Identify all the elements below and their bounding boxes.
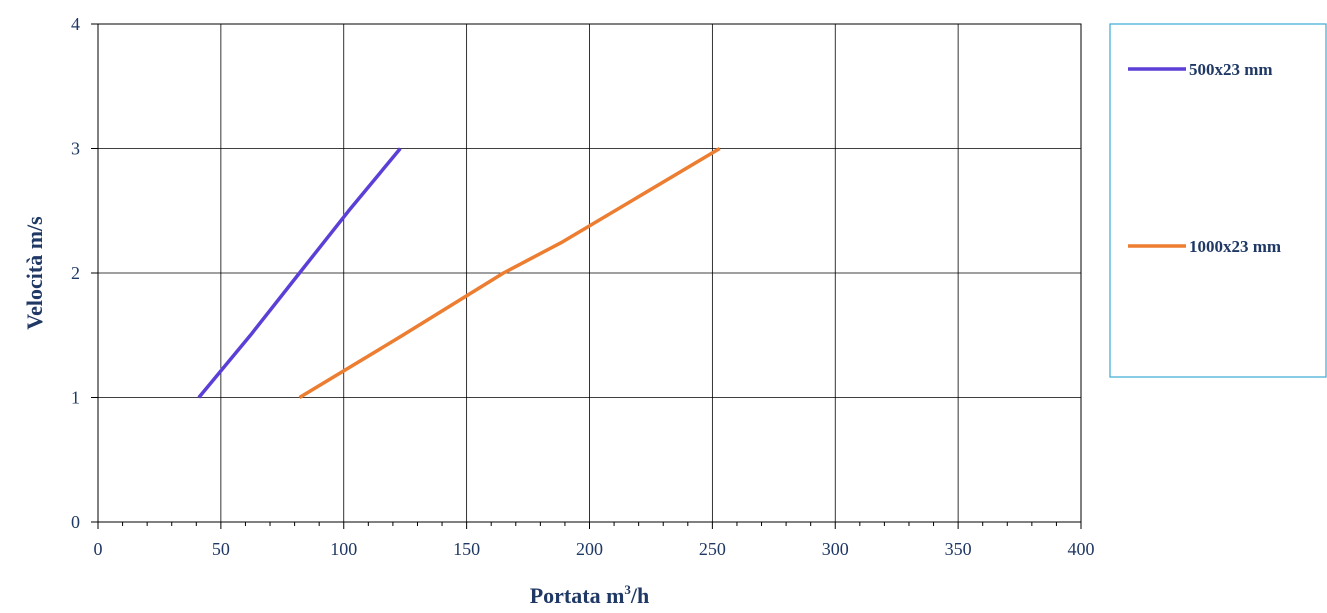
x-tick-label: 250 <box>699 539 726 559</box>
y-tick-label: 2 <box>71 263 80 283</box>
y-tick-label: 0 <box>71 512 80 532</box>
legend-label-1: 500x23 mm <box>1189 60 1273 79</box>
x-tick-label: 400 <box>1068 539 1095 559</box>
x-tick-label: 50 <box>212 539 230 559</box>
x-tick-label: 350 <box>945 539 972 559</box>
axes: 0 50 100 150 200 250 300 350 400 0 1 2 3 4 <box>71 14 1095 559</box>
y-tick-label: 4 <box>71 14 80 34</box>
y-axis-title: Velocità m/s <box>22 216 47 330</box>
legend-label-2: 1000x23 mm <box>1189 237 1281 256</box>
series-line-1 <box>197 147 402 399</box>
x-tick-label: 0 <box>94 539 103 559</box>
x-tick-label: 200 <box>576 539 603 559</box>
legend-box <box>1109 23 1327 378</box>
legend-items: 500x23 mm 1000x23 mm <box>1128 60 1281 256</box>
x-axis-title: Portata m3/h <box>530 582 650 608</box>
series-layer <box>197 146 721 399</box>
x-axis-title-main: Portata m <box>530 583 625 608</box>
x-tick-label: 300 <box>822 539 849 559</box>
grid <box>97 23 1082 523</box>
y-tick-label: 1 <box>71 388 80 408</box>
series-line-2 <box>298 146 721 399</box>
x-axis-title-sup: 3 <box>624 582 631 597</box>
x-tick-label: 100 <box>330 539 357 559</box>
legend: 500x23 mm 1000x23 mm <box>1109 23 1327 378</box>
x-axis-title-suffix: /h <box>630 583 649 608</box>
x-tick-label: 150 <box>453 539 480 559</box>
y-tick-label: 3 <box>71 139 80 159</box>
